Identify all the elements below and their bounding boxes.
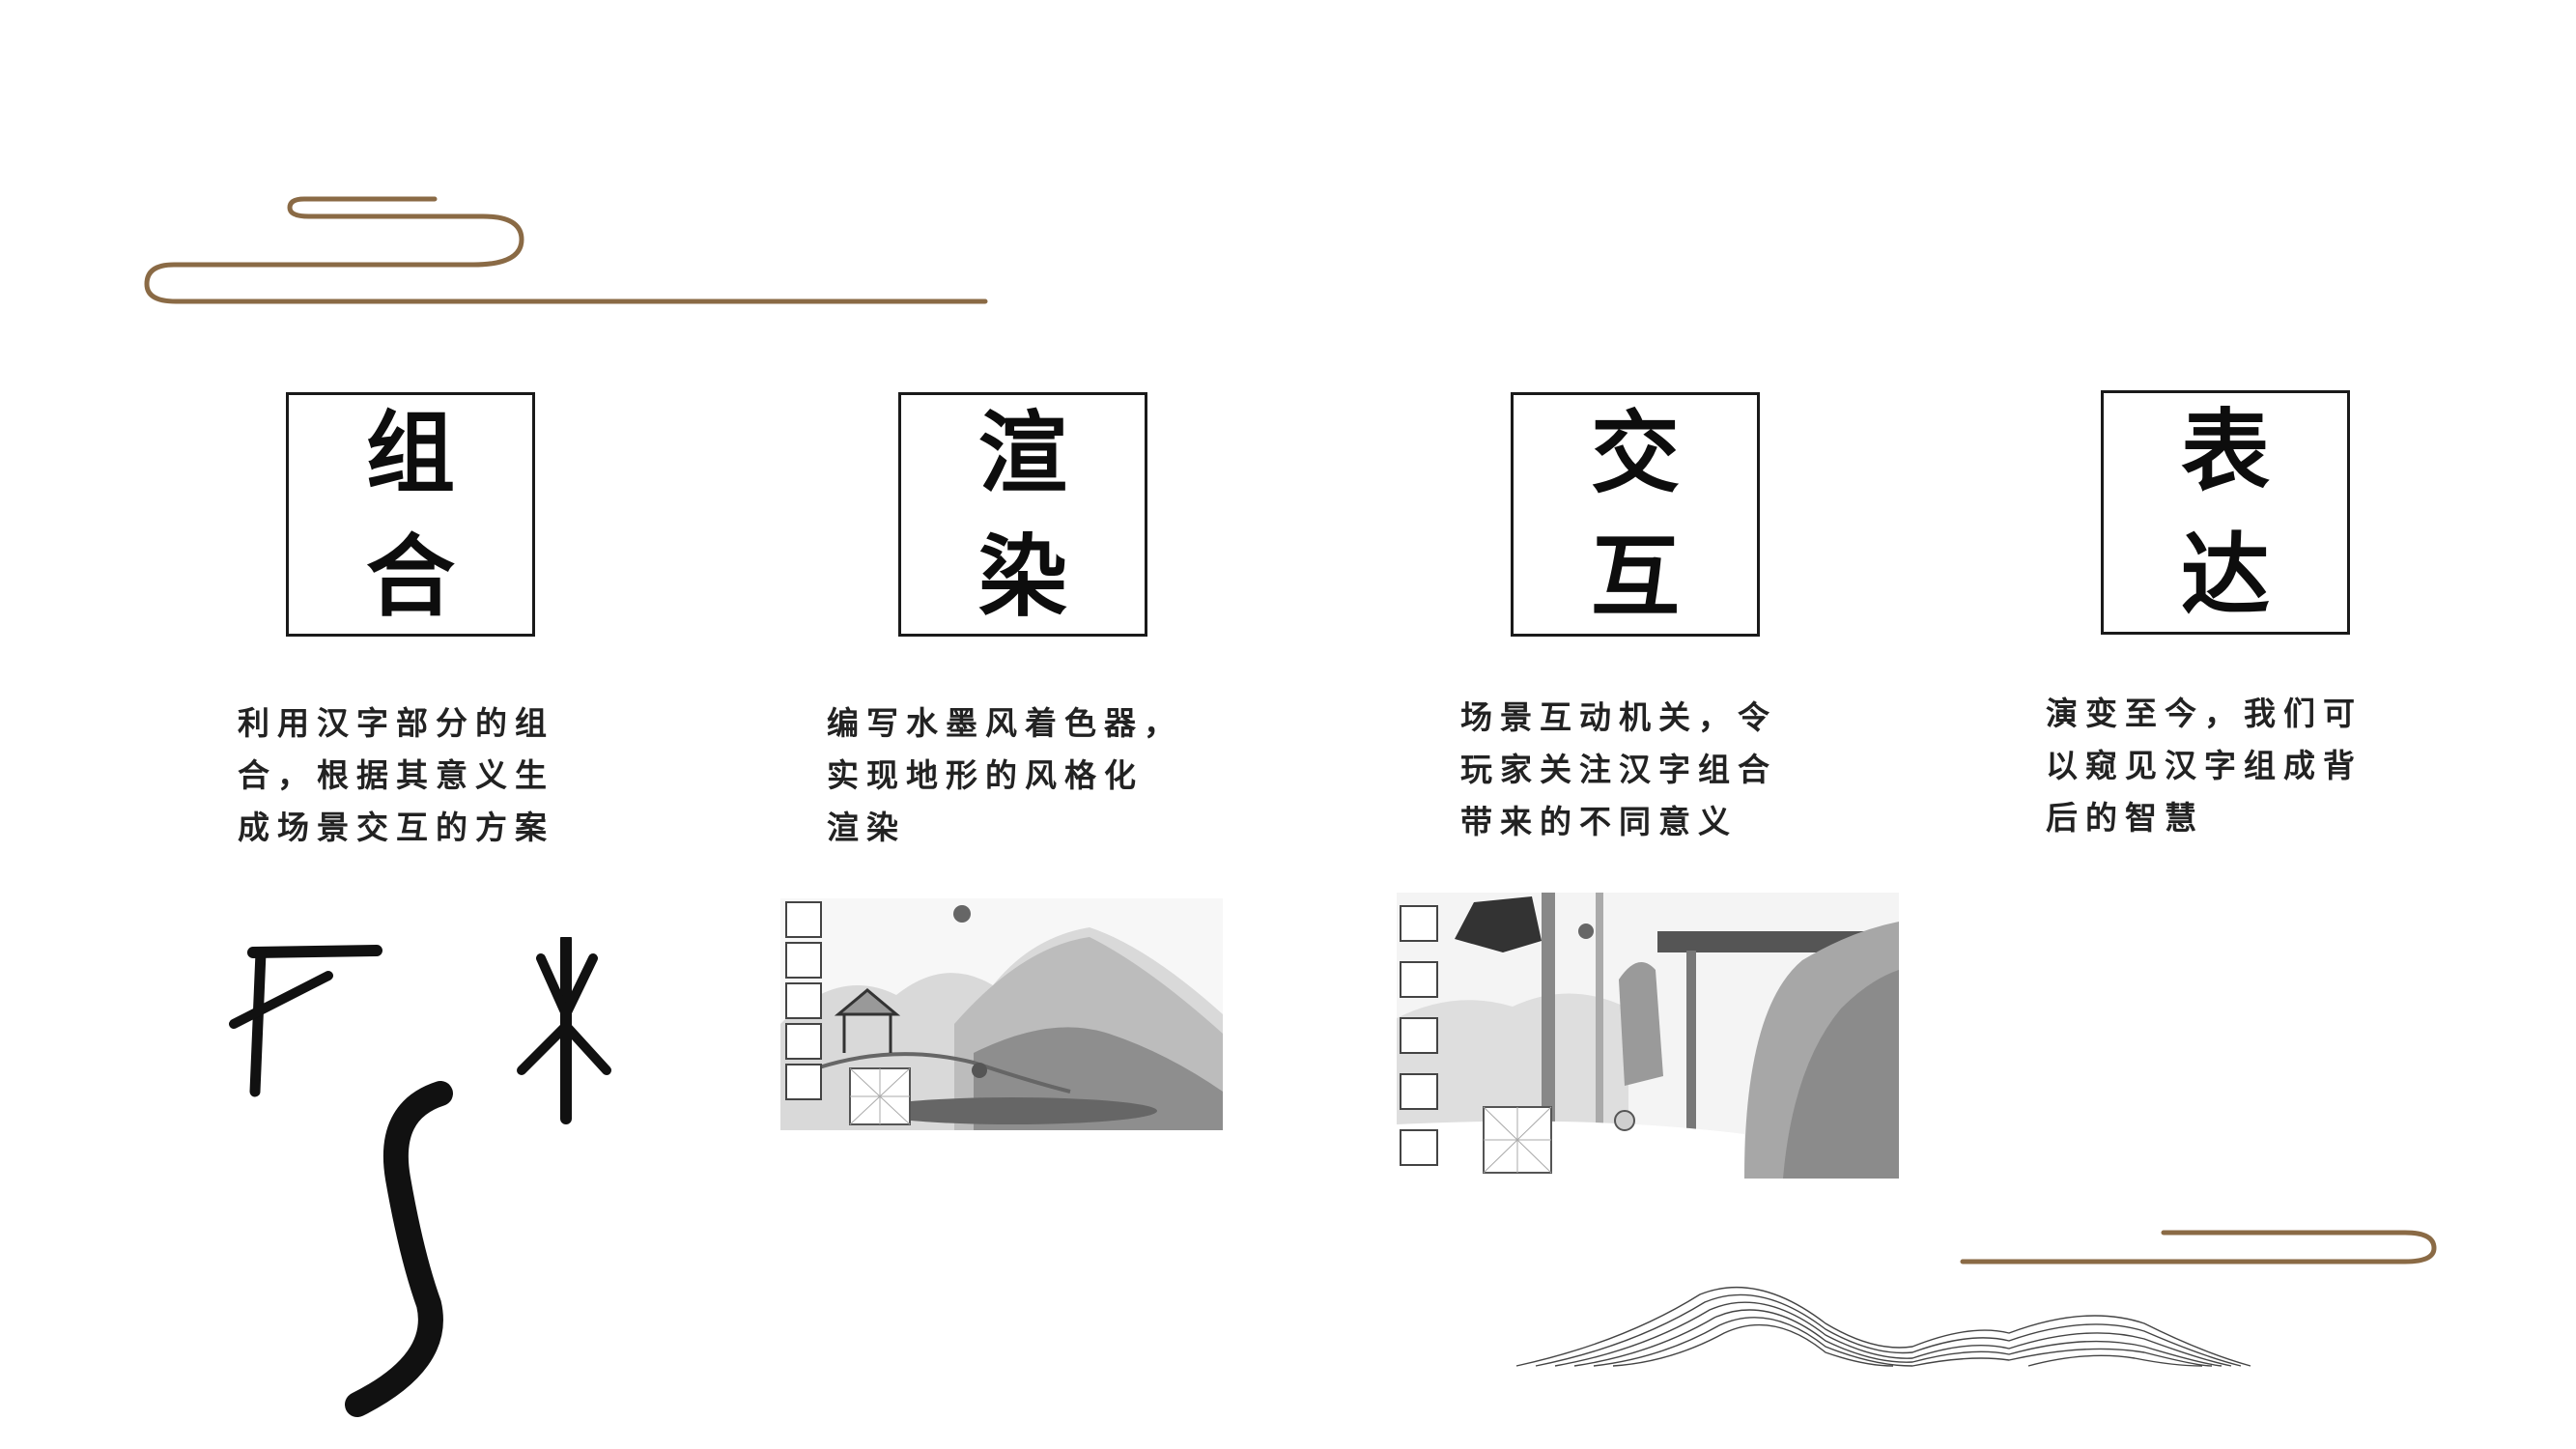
title-char: 合: [365, 524, 455, 629]
cloud-line-decoration-top: [144, 196, 988, 304]
oracle-glyphs-image: [229, 937, 611, 1417]
line-art-mountains-image: [1515, 1286, 2251, 1367]
description-expression: 演变至今，我们可 以窥见汉字组成背 后的智慧: [2046, 695, 2363, 837]
title-char: 渲: [977, 400, 1067, 505]
title-char: 交: [1590, 400, 1680, 505]
title-char: 染: [977, 524, 1067, 629]
ink-landscape-render-image: [780, 898, 1223, 1130]
title-box-interaction: 交 互: [1511, 392, 1760, 637]
title-char: 互: [1590, 524, 1680, 629]
title-box-rendering: 渲 染: [898, 392, 1147, 637]
title-box-combination: 组 合: [286, 392, 535, 637]
title-char: 组: [365, 400, 455, 505]
title-char: 表: [2180, 398, 2270, 503]
ink-scene-interaction-image: [1397, 893, 1899, 1179]
description-interaction: 场景互动机关，令 玩家关注汉字组合 带来的不同意义: [1460, 698, 1777, 840]
title-box-expression: 表 达: [2101, 390, 2350, 635]
description-rendering: 编写水墨风着色器， 实现地形的风格化 渲染: [827, 704, 1183, 846]
description-combination: 利用汉字部分的组 合，根据其意义生 成场景交互的方案: [238, 704, 554, 846]
cloud-line-decoration-bottom: [1960, 1230, 2437, 1264]
title-char: 达: [2180, 522, 2270, 627]
